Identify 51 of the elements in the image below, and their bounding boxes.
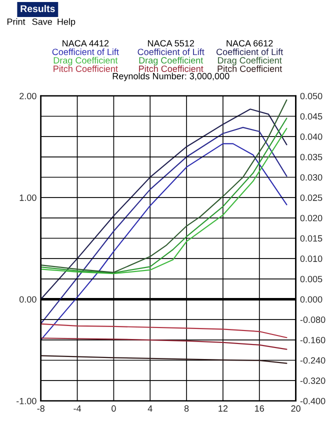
x-tick-label: 16 xyxy=(255,405,264,412)
y-tick-label: 1.00 xyxy=(20,194,36,201)
y-tick-label: 0.00 xyxy=(19,296,36,303)
text: Coefficient of Lift xyxy=(52,48,119,56)
text: NACA 4412 xyxy=(62,40,109,46)
text: Pitch Coefficient xyxy=(139,65,204,72)
y2-tick-label: 0.035 xyxy=(300,154,322,160)
chart-title: Results xyxy=(20,4,55,12)
text: NACA 5512 xyxy=(148,40,194,46)
y2-tick-label: 0.030 xyxy=(300,174,322,181)
y2-tick-label: 0.025 xyxy=(300,194,322,201)
line-series xyxy=(40,338,288,350)
text: Pitch Coefficient xyxy=(54,65,118,72)
y3-tick-label: -0.400 xyxy=(300,398,326,404)
text: Help xyxy=(58,18,76,27)
text: Print xyxy=(7,18,26,25)
y2-tick-label: 0.045 xyxy=(300,113,322,120)
y2-tick-label: 0.040 xyxy=(300,134,322,140)
line-series xyxy=(40,323,288,338)
y-tick-label: -1.00 xyxy=(16,398,36,404)
y2-tick-label: 0.015 xyxy=(300,235,322,242)
text: NACA 6612 xyxy=(226,40,273,46)
line-series xyxy=(40,143,288,340)
x-tick-label: 0 xyxy=(112,405,116,412)
y2-tick-label: 0.000 xyxy=(300,296,322,303)
x-tick-label: 8 xyxy=(184,405,189,412)
y-tick-label: 2.00 xyxy=(20,92,36,100)
text: Coefficient of Lift xyxy=(216,48,284,56)
y3-tick-label: -0.080 xyxy=(300,316,326,323)
y3-tick-label: -0.320 xyxy=(300,378,326,384)
line-series xyxy=(40,126,288,324)
text: Save xyxy=(32,18,52,25)
x-tick-label: -4 xyxy=(74,405,82,412)
y2-tick-label: 0.020 xyxy=(300,214,322,222)
y2-tick-label: 0.010 xyxy=(300,256,322,262)
x-tick-label: 12 xyxy=(218,405,228,412)
y2-tick-label: 0.050 xyxy=(300,92,322,100)
x-tick-label: 4 xyxy=(148,405,152,412)
text: Drag Coefficient xyxy=(139,56,204,66)
text: Drag Coefficient xyxy=(218,56,282,66)
x-tick-label: 20 xyxy=(291,405,300,412)
y3-tick-label: -0.240 xyxy=(300,357,326,364)
y2-tick-label: 0.005 xyxy=(300,276,322,282)
text: Drag Coefficient xyxy=(54,56,118,66)
x-tick-label: -8 xyxy=(37,405,44,412)
text: Coefficient of Lift xyxy=(138,48,204,56)
text: Pitch Coefficient xyxy=(218,65,282,72)
line-series xyxy=(40,108,288,300)
line-series xyxy=(40,355,288,364)
chart-subtitle: Reynolds Number: 3,000,000 xyxy=(112,72,230,82)
y3-tick-label: -0.160 xyxy=(300,336,326,344)
